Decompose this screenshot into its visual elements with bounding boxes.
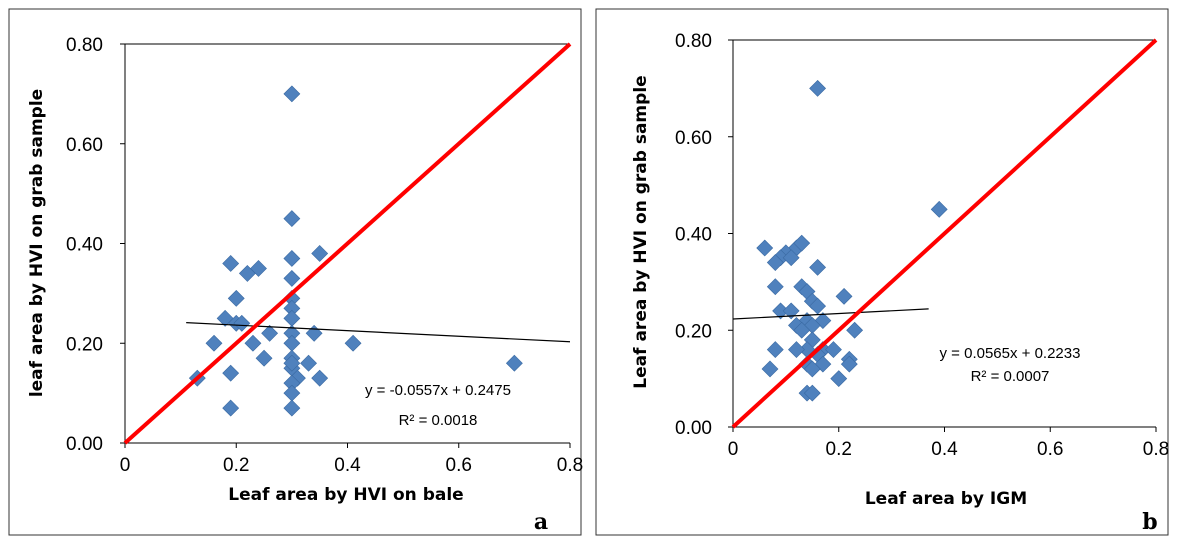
y-tick-label: 0.60 bbox=[66, 135, 103, 156]
data-point bbox=[840, 355, 858, 373]
panel-b-x-axis-label: Leaf area by IGM bbox=[865, 489, 1027, 509]
data-point bbox=[300, 354, 317, 372]
data-point bbox=[233, 314, 251, 332]
panel-b-r-squared: R² = 0.0007 bbox=[971, 368, 1050, 385]
y-tick-label: 0.00 bbox=[66, 434, 103, 455]
data-point bbox=[283, 85, 301, 103]
x-tick-label: 0.8 bbox=[557, 455, 583, 476]
panel-b-y-axis-label: Leaf area by HVI on grab sample bbox=[631, 75, 651, 388]
y-tick-label: 0.20 bbox=[675, 321, 712, 342]
data-point bbox=[505, 354, 523, 372]
panel-a-plot-area bbox=[120, 42, 572, 448]
identity-line bbox=[123, 42, 572, 445]
panel-a-frame bbox=[8, 8, 582, 536]
trendline bbox=[732, 308, 929, 320]
data-point bbox=[283, 354, 301, 372]
y-tick-label: 0.20 bbox=[66, 334, 103, 355]
panel-b-plot-area bbox=[728, 38, 1158, 432]
data-point bbox=[803, 384, 821, 402]
data-point bbox=[222, 399, 240, 417]
panel-b-x-tick-labels: 0 0.2 0.4 0.6 0.8 bbox=[728, 439, 1170, 460]
data-point bbox=[803, 360, 821, 378]
y-tick-label: 0.80 bbox=[675, 31, 712, 52]
data-point bbox=[222, 364, 240, 382]
y-tick-label: 0.60 bbox=[675, 128, 712, 149]
y-tick-label: 0.40 bbox=[675, 225, 712, 246]
panel-a-x-axis-label: Leaf area by HVI on bale bbox=[228, 485, 463, 505]
panel-b-y-tick-labels: 0.00 0.20 0.40 0.60 0.80 bbox=[675, 31, 712, 439]
data-point bbox=[250, 260, 267, 277]
panel-a-label: a bbox=[534, 509, 548, 535]
data-point bbox=[830, 370, 848, 388]
identity-line bbox=[731, 38, 1158, 429]
data-point bbox=[311, 245, 329, 262]
x-tick-label: 0.4 bbox=[334, 455, 361, 476]
data-point bbox=[809, 79, 827, 97]
y-tick-label: 0.40 bbox=[66, 235, 103, 256]
data-point bbox=[782, 249, 800, 267]
data-point bbox=[261, 324, 279, 342]
data-point bbox=[846, 321, 864, 339]
data-point bbox=[227, 289, 245, 307]
x-tick-label: 0.8 bbox=[1143, 439, 1169, 460]
data-point bbox=[825, 341, 842, 359]
chart-panel-a: 0.00 0.20 0.40 0.60 0.80 0 0.2 0.4 0.6 0.8 Leaf … bbox=[8, 8, 584, 536]
x-tick-label: 0.2 bbox=[826, 439, 852, 460]
data-point bbox=[283, 269, 301, 287]
data-point bbox=[222, 255, 240, 272]
panel-a-y-tick-labels: 0.00 0.20 0.40 0.60 0.80 bbox=[66, 35, 103, 455]
y-tick-label: 0.00 bbox=[675, 418, 712, 439]
panel-a-regression-equation: y = -0.0557x + 0.2475 bbox=[365, 382, 511, 399]
panel-b-frame bbox=[595, 8, 1169, 536]
panel-a-x-tick-labels: 0 0.2 0.4 0.6 0.8 bbox=[120, 455, 584, 476]
data-point bbox=[766, 278, 784, 296]
data-point bbox=[283, 399, 301, 417]
x-tick-label: 0.4 bbox=[931, 439, 958, 460]
x-tick-label: 0.6 bbox=[1037, 439, 1063, 460]
data-point bbox=[205, 334, 223, 352]
data-point bbox=[793, 321, 811, 339]
data-point bbox=[756, 239, 774, 257]
y-tick-label: 0.80 bbox=[66, 35, 103, 56]
data-point bbox=[311, 369, 329, 387]
data-point bbox=[766, 254, 784, 271]
data-point bbox=[283, 210, 301, 227]
x-tick-label: 0 bbox=[120, 455, 131, 476]
data-point bbox=[782, 302, 800, 320]
x-tick-label: 0.6 bbox=[446, 455, 472, 476]
data-point bbox=[244, 334, 262, 352]
data-point bbox=[344, 334, 362, 352]
panel-a-y-axis-label: leaf area by HVI on grab sample bbox=[27, 89, 47, 397]
data-point bbox=[809, 258, 827, 276]
trendline bbox=[186, 322, 571, 343]
x-tick-label: 0.2 bbox=[223, 455, 249, 476]
data-point bbox=[793, 234, 811, 252]
data-point bbox=[835, 287, 853, 305]
panel-b-label: b bbox=[1142, 509, 1157, 535]
data-point bbox=[788, 341, 805, 359]
data-point bbox=[283, 250, 301, 267]
data-point bbox=[930, 200, 948, 218]
data-point bbox=[761, 360, 779, 378]
data-point bbox=[766, 341, 784, 359]
x-tick-label: 0 bbox=[728, 439, 739, 460]
data-point bbox=[255, 349, 273, 367]
panel-b-regression-equation: y = 0.0565x + 0.2233 bbox=[940, 345, 1081, 362]
chart-panel-b: 0.00 0.20 0.40 0.60 0.80 0 0.2 0.4 0.6 0.8 Leaf … bbox=[595, 8, 1170, 536]
panel-a-r-squared: R² = 0.0018 bbox=[399, 412, 478, 429]
